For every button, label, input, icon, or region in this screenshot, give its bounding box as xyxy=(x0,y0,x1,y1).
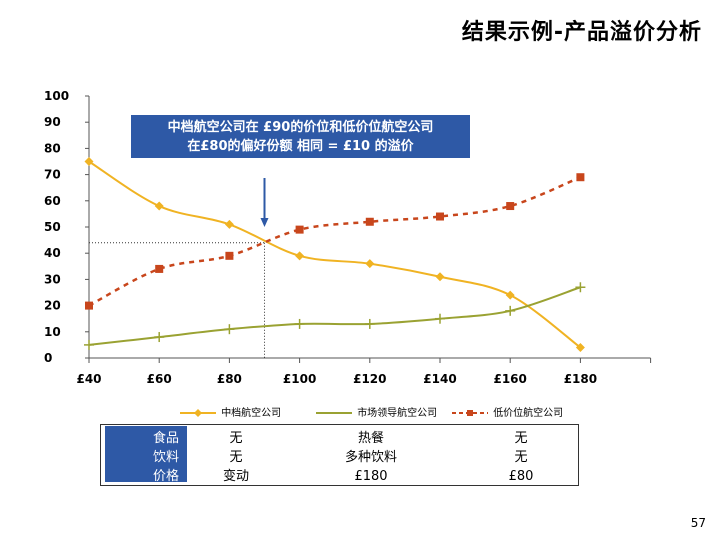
y-tick-label: 70 xyxy=(44,168,61,182)
market-price: £180 xyxy=(354,469,388,484)
data-point-mid xyxy=(435,272,445,282)
data-point-low xyxy=(436,212,444,221)
market-drink: 多种饮料 xyxy=(344,450,397,465)
data-point-mid xyxy=(224,219,234,229)
attribute-table: 食品 饮料 价格 无 无 变动 热餐 多种饮料 £180 无 无 £80 xyxy=(100,424,579,486)
data-point-market xyxy=(505,305,516,316)
legend: 中档航空公司 市场领导航空公司 低价位航空公司 xyxy=(178,404,588,419)
data-point-mid xyxy=(505,290,515,300)
y-tick-label: 90 xyxy=(44,115,61,129)
row-label-price: 价格 xyxy=(152,469,179,484)
y-tick-label: 10 xyxy=(44,325,61,339)
legend-swatch-low xyxy=(452,410,488,416)
low-food: 无 xyxy=(514,431,528,446)
mid-drink: 无 xyxy=(229,450,243,465)
x-tick-label: £40 xyxy=(76,372,101,386)
data-point-market xyxy=(435,313,445,324)
mid-price: 变动 xyxy=(222,469,249,484)
line-chart: 0 10 20 30 40 50 60 70 80 90 100 £40 £60 £80 £100 £120 £… xyxy=(44,89,652,386)
callout-line-1: 中档航空公司在 £90的价位和低价位航空公司 xyxy=(167,120,434,135)
mid-food: 无 xyxy=(229,431,243,446)
legend-item-mid: 中档航空公司 xyxy=(178,404,281,419)
series-line-low xyxy=(88,176,581,307)
row-label-food: 食品 xyxy=(152,431,179,446)
x-tick-label: £180 xyxy=(564,372,597,386)
y-tick-label: 60 xyxy=(44,194,61,208)
x-tick-label: £100 xyxy=(283,372,316,386)
market-food: 热餐 xyxy=(357,431,384,446)
y-tick-label: 20 xyxy=(44,299,61,313)
legend-swatch-market xyxy=(316,412,352,414)
x-tick-label: £160 xyxy=(493,372,526,386)
data-point-mid xyxy=(365,259,375,269)
data-point-market xyxy=(154,332,165,343)
x-tick-label: £80 xyxy=(217,372,242,386)
data-point-market xyxy=(364,318,375,329)
market-leader-column: 热餐 多种饮料 £180 xyxy=(321,429,421,486)
data-point-low xyxy=(225,251,234,260)
row-label-drink: 饮料 xyxy=(152,450,179,465)
legend-label-market: 市场领导航空公司 xyxy=(357,408,438,419)
data-point-market xyxy=(575,282,586,293)
data-point-low xyxy=(576,173,585,182)
page-number: 57 xyxy=(690,516,706,530)
y-tick-label: 80 xyxy=(44,141,61,155)
legend-label-mid: 中档航空公司 xyxy=(221,408,282,419)
y-tick-label: 100 xyxy=(44,89,69,103)
row-labels-column: 食品 饮料 价格 xyxy=(105,426,187,484)
x-tick-label: £140 xyxy=(423,372,456,386)
series-line-market xyxy=(88,286,581,346)
y-tick-label: 0 xyxy=(44,351,52,365)
x-tick-label: £60 xyxy=(147,372,172,386)
low-drink: 无 xyxy=(514,450,528,465)
legend-label-low: 低价位航空公司 xyxy=(493,408,564,419)
series-line-mid xyxy=(88,160,581,349)
low-price: £80 xyxy=(508,469,534,484)
y-tick-label: 30 xyxy=(44,272,61,286)
callout-line-2: 在£80的偏好份额 相同 = £10 的溢价 xyxy=(187,139,414,154)
mid-airline-column: 无 无 变动 xyxy=(206,429,266,486)
data-point-low xyxy=(295,225,304,234)
legend-item-low: 低价位航空公司 xyxy=(450,404,563,419)
data-point-low xyxy=(85,301,93,310)
y-tick-label: 40 xyxy=(44,246,61,260)
data-point-mid xyxy=(84,157,94,166)
slide-title: 结果示例-产品溢价分析 xyxy=(461,20,702,45)
data-point-low xyxy=(506,202,515,211)
data-point-mid xyxy=(154,201,164,211)
callout-arrow-head xyxy=(260,218,269,227)
x-tick-label: £120 xyxy=(353,372,386,386)
data-point-low xyxy=(365,217,374,226)
data-point-market xyxy=(84,339,94,350)
legend-item-market: 市场领导航空公司 xyxy=(314,404,437,419)
data-point-mid xyxy=(575,343,585,353)
data-point-market xyxy=(224,324,235,335)
y-tick-label: 50 xyxy=(44,220,61,234)
data-point-market xyxy=(294,318,305,329)
data-point-mid xyxy=(295,251,305,261)
legend-swatch-mid xyxy=(180,409,216,417)
low-price-column: 无 无 £80 xyxy=(491,429,551,486)
data-point-low xyxy=(155,264,164,273)
callout-box: 中档航空公司在 £90的价位和低价位航空公司 在£80的偏好份额 相同 = £1… xyxy=(131,115,470,158)
